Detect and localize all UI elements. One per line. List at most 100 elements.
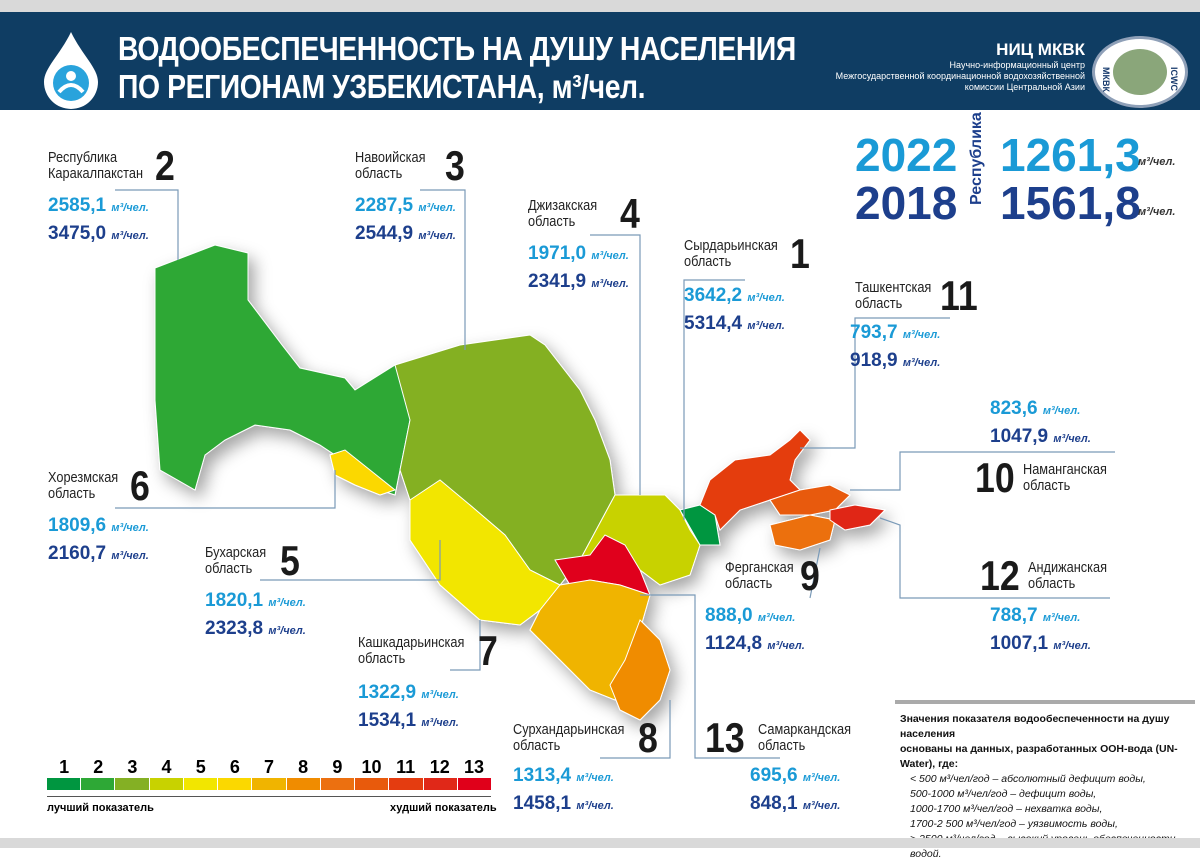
region-fergana[interactable]: [769, 514, 836, 551]
value-2018: 2341,9 м³/чел.: [528, 271, 629, 292]
region-rank: 6: [130, 462, 150, 509]
legend-rank: 1: [59, 757, 70, 777]
region-syrdarya[interactable]: [679, 504, 721, 546]
value-2022: 695,6 м³/чел.: [750, 765, 841, 786]
region-name: Сурхандарьинская область: [513, 721, 625, 754]
region-name: Навоийская область: [355, 149, 426, 182]
legend-swatch: [320, 778, 355, 790]
value-2018: 1007,1 м³/чел.: [990, 633, 1091, 654]
region-name: Джизакская область: [528, 197, 598, 230]
region-rank: 3: [445, 142, 465, 189]
region-rank: 12: [980, 552, 1020, 599]
region-name: Андижанская область: [1028, 559, 1107, 592]
legend-rank: 10: [361, 757, 382, 777]
legend-swatch: [81, 778, 115, 790]
region-rank: 8: [638, 714, 658, 761]
legend-rank: 9: [332, 757, 343, 777]
region-rank: 5: [280, 537, 300, 584]
value-2018: 2160,7 м³/чел.: [48, 543, 149, 564]
region-karakalpakstan[interactable]: [154, 244, 421, 496]
region-rank: 1: [790, 230, 810, 277]
region-namangan[interactable]: [769, 484, 851, 516]
value-2022: 1313,4 м³/чел.: [513, 765, 614, 786]
legend-swatch: [183, 778, 218, 790]
region-name: Республика Каракалпакстан: [48, 149, 144, 182]
region-andijan[interactable]: [829, 504, 887, 531]
region-tashkent[interactable]: [699, 429, 811, 531]
leader-lines: [115, 189, 1115, 759]
region-name: Сырдарьинская область: [684, 237, 778, 270]
region-rank: 9: [800, 552, 820, 599]
legend-rank: 11: [396, 757, 416, 777]
value-2022: 3642,2 м³/чел.: [684, 285, 785, 306]
legend-rank: 7: [264, 757, 275, 777]
value-2022: 1809,6 м³/чел.: [48, 515, 149, 536]
region-surkhandarya[interactable]: [609, 619, 671, 721]
value-2018: 3475,0 м³/чел.: [48, 223, 149, 244]
region-rank: 10: [975, 454, 1015, 501]
legend-swatch: [355, 778, 389, 790]
header: ВОДООБЕСПЕЧЕННОСТЬ НА ДУШУ НАСЕЛЕНИЯ ПО Р…: [0, 12, 1200, 110]
value-2022: 823,6 м³/чел.: [990, 398, 1081, 419]
legend-rank: 3: [127, 757, 138, 777]
value-2022: 1971,0 м³/чел.: [528, 243, 629, 264]
page-title: ВОДООБЕСПЕЧЕННОСТЬ НА ДУШУ НАСЕЛЕНИЯ ПО Р…: [118, 30, 796, 105]
legend-best-label: лучший показатель: [47, 802, 154, 814]
region-rank: 4: [620, 190, 640, 237]
region-name: Бухарская область: [205, 544, 267, 577]
value-2022: 793,7 м³/чел.: [850, 322, 941, 343]
value-2018: 848,1 м³/чел.: [750, 793, 841, 814]
region-name: Наманганская область: [1023, 461, 1107, 494]
water-drop-logo-icon: [44, 32, 98, 109]
region-rank: 7: [478, 627, 498, 674]
value-2018: 2323,8 м³/чел.: [205, 618, 306, 639]
value-2022: 2287,5 м³/чел.: [355, 195, 456, 216]
legend-rank: 5: [195, 757, 206, 777]
legend-axis: [47, 796, 491, 797]
value-2022: 2585,1 м³/чел.: [48, 195, 149, 216]
region-name: Хорезмская область: [48, 469, 119, 502]
legend-rank: 4: [161, 757, 172, 777]
value-2022: 888,0 м³/чел.: [705, 605, 796, 626]
legend-rank: 13: [463, 757, 484, 777]
region-rank: 13: [705, 714, 745, 761]
region-khorezm[interactable]: [329, 449, 397, 496]
region-rank: 11: [940, 272, 978, 319]
legend-rank: 8: [298, 757, 309, 777]
value-2022: 1322,9 м³/чел.: [358, 682, 459, 703]
note-divider: [895, 700, 1195, 704]
legend-swatch: [286, 778, 320, 790]
legend-rank: 6: [229, 757, 240, 777]
legend-swatch: [218, 778, 252, 790]
value-2018: 5314,4 м³/чел.: [684, 313, 785, 334]
un-water-note: Значения показателя водообеспеченности н…: [900, 713, 1178, 860]
value-2022: 1820,1 м³/чел.: [205, 590, 306, 611]
region-name: Ташкентская область: [855, 279, 932, 312]
value-2018: 2544,9 м³/чел.: [355, 223, 456, 244]
value-2018: 1458,1 м³/чел.: [513, 793, 614, 814]
legend-swatch: [149, 778, 183, 790]
value-2018: 918,9 м³/чел.: [850, 350, 941, 371]
region-name: Кашкадарьинская область: [358, 634, 465, 667]
legend-swatch: [457, 778, 492, 790]
legend-swatch: [115, 778, 149, 790]
region-name: Самаркандская область: [758, 721, 852, 754]
legend-rank: 12: [429, 757, 450, 777]
bottom-strip: [0, 838, 1200, 848]
legend-swatch: [47, 778, 81, 790]
legend-swatch: [423, 778, 457, 790]
top-strip: [0, 0, 1200, 12]
legend-swatch: [252, 778, 286, 790]
legend-swatch: [389, 778, 423, 790]
region-rank: 2: [155, 142, 175, 189]
value-2018: 1534,1 м³/чел.: [358, 710, 459, 731]
value-2022: 788,7 м³/чел.: [990, 605, 1081, 626]
legend-worst-label: худший показатель: [390, 802, 497, 814]
value-2018: 1124,8 м³/чел.: [705, 633, 805, 654]
org-block: НИЦ МКВК Научно-информационный центр Меж…: [835, 40, 1085, 92]
icwc-seal-logo: МКВК ICWC: [1092, 36, 1188, 108]
region-name: Ферганская область: [725, 559, 794, 592]
value-2018: 1047,9 м³/чел.: [990, 426, 1091, 447]
legend-rank: 2: [93, 757, 104, 777]
